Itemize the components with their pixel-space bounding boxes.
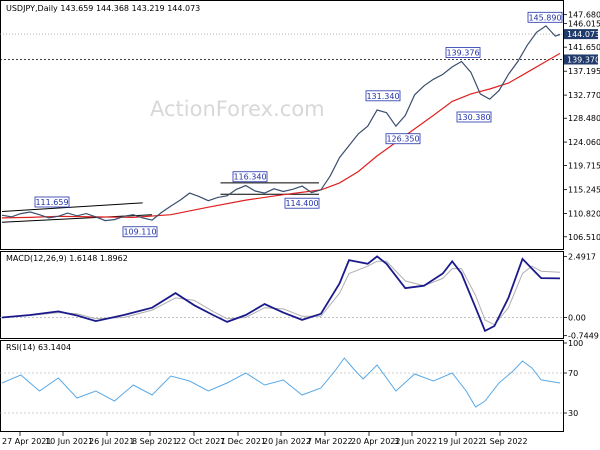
price-tick-label: 128.480 [568,114,600,123]
annotation-label: 145.890 [528,13,561,22]
price-header: USDJPY,Daily 143.659 144.368 143.219 144… [6,4,200,13]
price-tick-label: 137.195 [568,67,600,76]
price-tick-label: 119.715 [568,162,600,171]
rsi-panel-frame [0,340,564,432]
x-tick-label: 8 Sep 2021 [132,437,178,446]
price-tick-label: 110.820 [568,210,600,219]
x-tick-label: 3 Jun 2022 [394,437,437,446]
annotation-label: 126.350 [386,135,419,144]
price-tick-label: 132.770 [568,91,600,100]
macd-tick-label: 2.4917 [568,253,596,262]
macd-line [1,255,561,333]
x-tick-label: 19 Jul 2022 [438,437,483,446]
annotation-box [385,133,421,145]
level-marker-label: 139.370 [567,55,600,64]
watermark: ActionForex.com [150,97,325,121]
macd-panel-frame [0,251,564,339]
price-tick-label: 141.650 [568,43,600,52]
annotation-box [284,197,320,209]
rsi-tick-label: 100 [568,339,583,348]
annotation-box [232,171,268,183]
moving-average-line [1,52,561,219]
x-tick-label: 27 Apr 2021 [2,437,51,446]
price-tick-label: 106.510 [568,233,600,242]
annotation-label: 109.110 [123,228,156,237]
annotation-label: 130.380 [457,113,490,122]
annotation-label: 131.340 [366,92,399,101]
x-tick-label: 10 Jun 2021 [45,437,93,446]
price-tick-label: 115.245 [568,186,600,195]
rsi-tick-label: 70 [568,369,578,378]
annotation-box [122,226,158,238]
annotation-box [34,196,70,208]
x-tick-label: 7 Mar 2022 [307,437,353,446]
last-price-marker [564,29,598,40]
macd-tick-label: -0.7449 [568,332,599,341]
x-tick-label: 26 Jul 2021 [89,437,134,446]
price-panel-frame [0,0,564,250]
macd-signal-line [1,260,561,326]
macd-tick-label: 0.00 [568,313,586,322]
price-tick-label: 146.015 [568,20,600,29]
macd-header: MACD(12,26,9) 1.6148 1.8962 [6,254,128,263]
x-tick-label: 20 Apr 2022 [351,437,400,446]
x-tick-label: 7 Dec 2021 [220,437,266,446]
last-price-marker-label: 144.073 [567,30,600,39]
x-tick-label: 20 Jan 2022 [263,437,311,446]
annotation-box [365,90,401,102]
rsi-header: RSI(14) 63.1404 [6,343,71,352]
price-tick-label: 124.060 [568,138,600,147]
rsi-line [1,357,561,408]
annotation-label: 116.340 [233,173,266,182]
annotation-label: 139.376 [446,48,479,57]
price-line [1,25,561,222]
level-marker [564,54,598,65]
rsi-tick-label: 30 [568,409,578,418]
x-tick-label: 1 Sep 2022 [482,437,528,446]
annotation-label: 111.659 [35,198,68,207]
annotation-label: 114.400 [285,199,318,208]
annotation-box [527,11,563,23]
annotation-box [456,111,492,123]
annotation-box [445,47,481,58]
x-tick-label: 22 Oct 2021 [176,437,225,446]
price-tick-label: 147.680 [568,11,600,20]
trendline-upper [1,202,143,212]
